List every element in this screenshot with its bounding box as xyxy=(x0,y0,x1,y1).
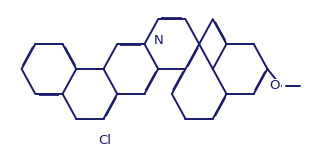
Text: O: O xyxy=(269,79,280,92)
Text: N: N xyxy=(154,34,164,47)
Text: Cl: Cl xyxy=(98,134,111,147)
